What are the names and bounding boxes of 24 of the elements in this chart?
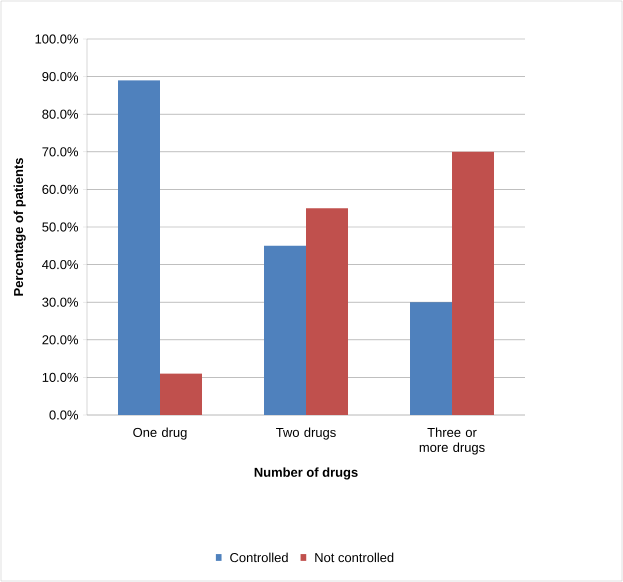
y-tick-label: 50.0% bbox=[42, 222, 78, 232]
x-tick-label: Three or more drugs bbox=[420, 428, 485, 455]
legend-label: Not controlled bbox=[315, 552, 394, 562]
bar bbox=[452, 152, 494, 415]
y-tick-label: 0.0% bbox=[49, 410, 78, 420]
legend-label: Controlled bbox=[230, 552, 288, 562]
bar bbox=[264, 246, 306, 415]
y-tick-label: 10.0% bbox=[42, 372, 78, 382]
bar bbox=[118, 80, 160, 415]
y-tick-label: 80.0% bbox=[42, 110, 78, 119]
y-tick-label: 30.0% bbox=[42, 298, 78, 307]
y-axis-title: Percentage of patients bbox=[14, 158, 26, 296]
y-tick-label: 20.0% bbox=[42, 335, 78, 344]
bar bbox=[160, 374, 202, 415]
y-tick-label: 100.0% bbox=[36, 34, 78, 44]
y-tick-label: 70.0% bbox=[42, 147, 78, 156]
x-axis-title: Number of drugs bbox=[254, 467, 358, 480]
y-tick-label: 60.0% bbox=[42, 184, 78, 194]
x-tick-label: One drug bbox=[133, 428, 187, 440]
bar bbox=[306, 208, 348, 415]
y-tick-label: 90.0% bbox=[42, 72, 78, 82]
bar bbox=[410, 302, 452, 415]
y-tick-label: 40.0% bbox=[42, 260, 78, 270]
x-tick-label: Two drugs bbox=[276, 428, 336, 440]
